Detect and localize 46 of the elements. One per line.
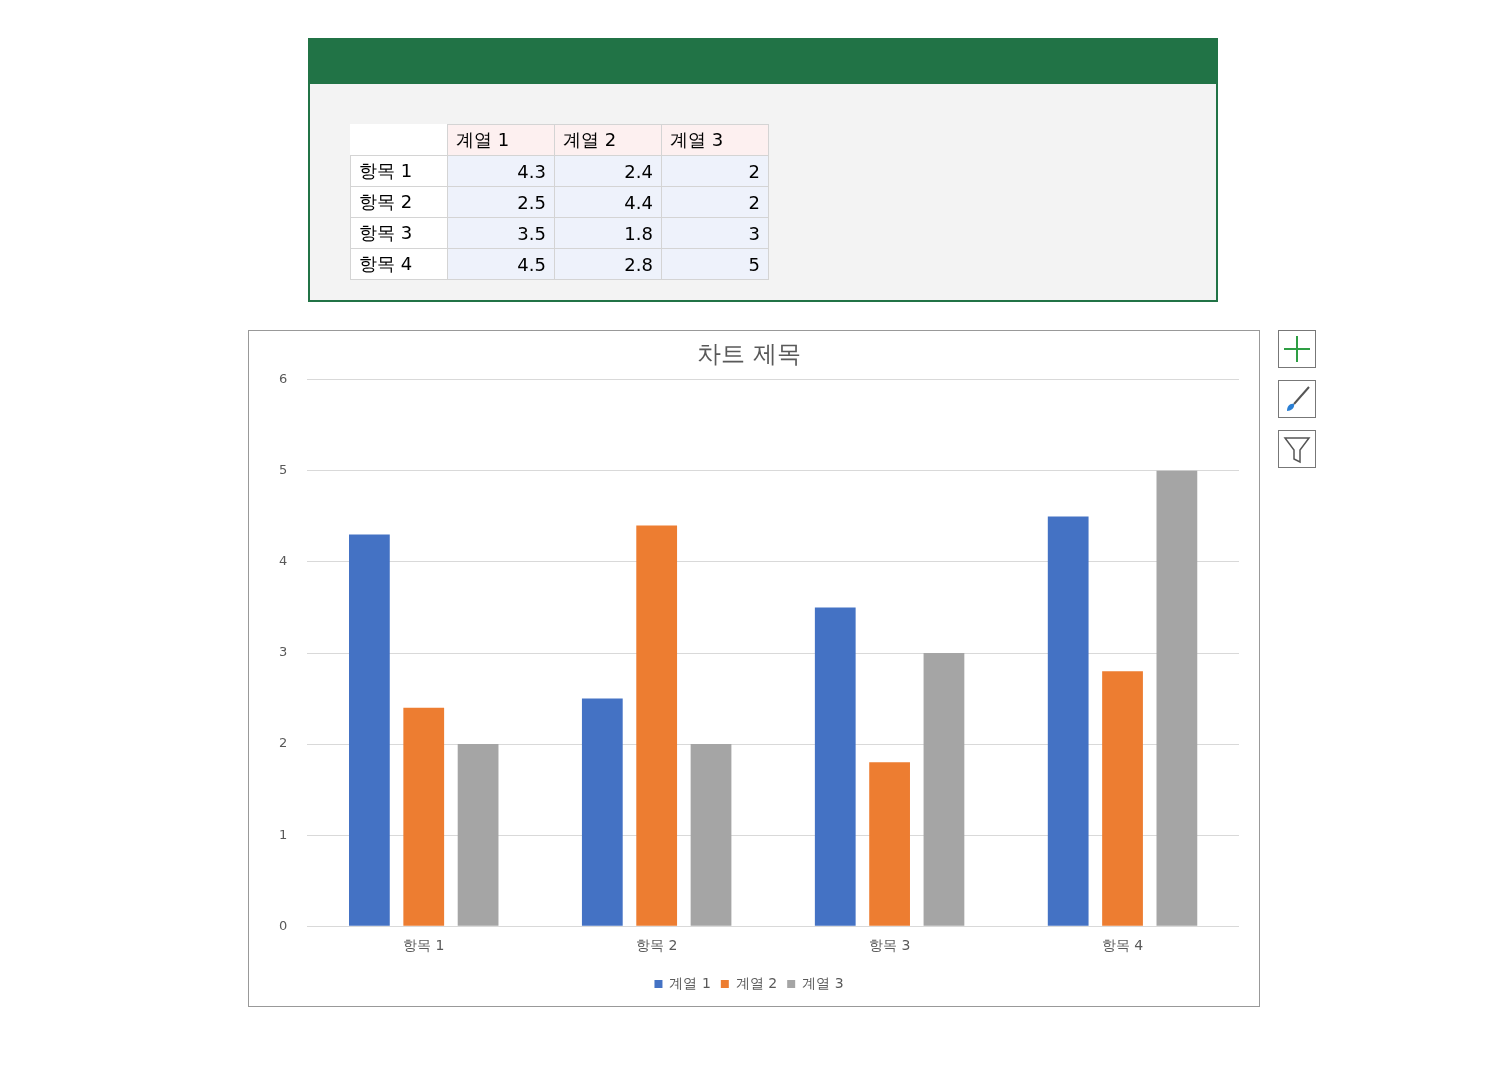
category-label: 항목 3 (350, 217, 448, 249)
legend-label: 계열 1 (669, 974, 711, 991)
bar (814, 607, 856, 926)
bar (690, 744, 732, 926)
y-tick-label: 6 (278, 371, 288, 387)
data-label: 5 (661, 248, 769, 280)
bar (636, 525, 678, 926)
data-label: 2 (661, 186, 769, 218)
bar (869, 762, 910, 926)
bar (1047, 516, 1089, 926)
data-label: 4.3 (447, 155, 555, 187)
data-label: 2.5 (447, 186, 555, 218)
bar (1102, 671, 1143, 926)
data-label: 2.8 (554, 248, 662, 280)
data-label: 4.4 (554, 186, 662, 218)
bar (349, 534, 390, 926)
bar (581, 698, 623, 926)
data-label: 3 (661, 217, 769, 249)
y-tick-label: 0 (278, 917, 288, 933)
y-tick-label: 5 (278, 462, 288, 478)
y-tick-label: 4 (278, 553, 288, 569)
category-label: 항목 1 (350, 155, 448, 187)
x-tick-label: 항목 1 (403, 937, 445, 954)
data-label: 1.8 (554, 217, 662, 249)
series-label: 계열 1 (447, 124, 555, 156)
category-label: 항목 4 (350, 248, 448, 280)
data-label: 2 (661, 155, 769, 187)
x-tick-label: 항목 4 (1101, 937, 1144, 954)
bar (403, 707, 445, 926)
data-label: 2.4 (554, 155, 662, 187)
series-label: 계열 3 (661, 124, 769, 156)
category-label: 항목 2 (350, 186, 448, 218)
y-tick-label: 3 (278, 644, 288, 660)
series-label: 계열 2 (554, 124, 662, 156)
data-label: 3.5 (447, 217, 555, 249)
y-tick-label: 1 (278, 826, 288, 842)
bar (923, 653, 965, 926)
bar (1156, 470, 1198, 926)
y-tick-label: 2 (278, 735, 288, 751)
legend-label: 계열 3 (802, 974, 844, 991)
chart-title: 차트 제목 (697, 339, 801, 368)
x-tick-label: 항목 2 (635, 937, 678, 954)
bar (457, 744, 499, 926)
data-label: 4.5 (447, 248, 555, 280)
x-tick-label: 항목 3 (868, 937, 911, 954)
legend-label: 계열 2 (735, 974, 778, 991)
